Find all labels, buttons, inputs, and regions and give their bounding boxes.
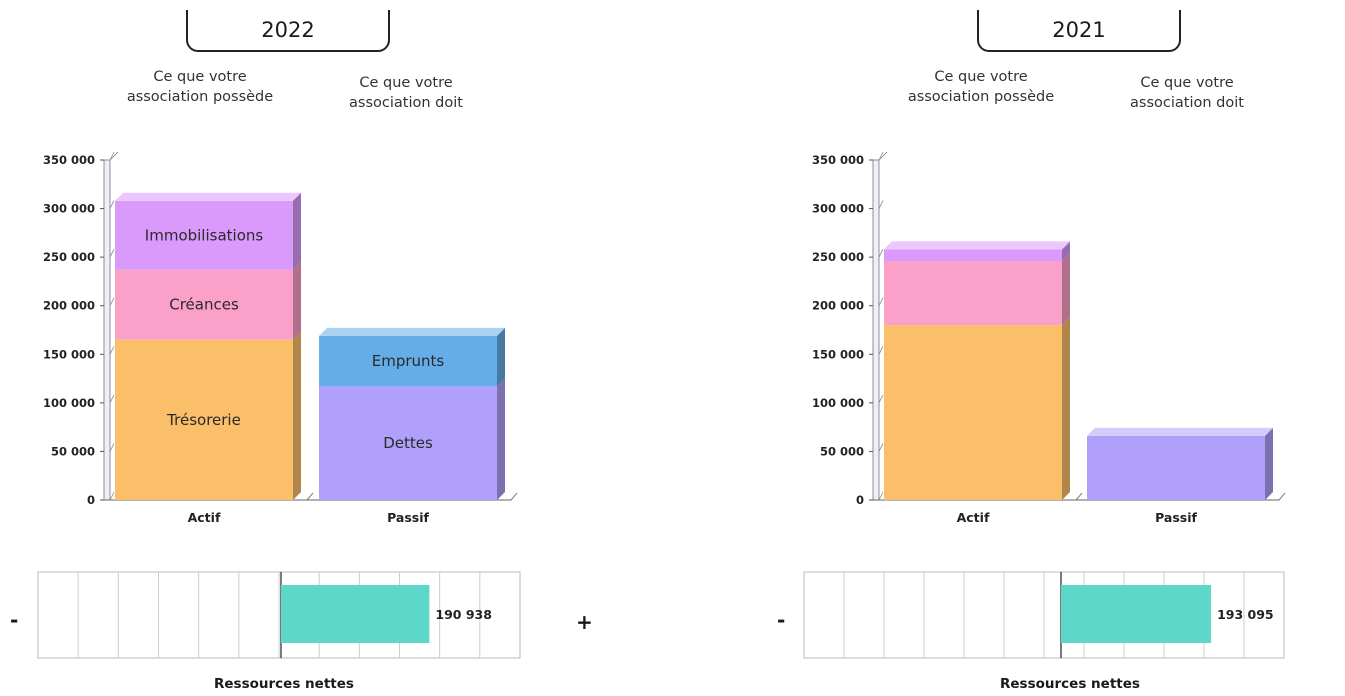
bar-segment-side: [497, 327, 505, 387]
caption-liabilities: Ce que votre association doit: [1107, 73, 1267, 113]
bar-segment-side: [293, 331, 301, 500]
caption-liabilities: Ce que votre association doit: [326, 73, 486, 113]
y-tick-label: 100 000: [812, 396, 864, 410]
bar-segment-side: [1062, 317, 1070, 500]
y-axis-wall-top: [109, 151, 119, 161]
floor-marker: [499, 492, 518, 501]
y-tick-slant: [878, 394, 884, 404]
bar-top-face: [115, 192, 301, 201]
caption-assets-line1: Ce que votre: [153, 69, 247, 85]
y-tick-slant: [109, 443, 115, 452]
bar-segment: [884, 261, 1062, 326]
bar-segment: [1087, 435, 1265, 500]
bar-segment-side: [1062, 253, 1070, 326]
balance-chart-2021: 0 50 000 100 000 150 000 200 000 250 000 300 0…: [803, 151, 1286, 659]
y-tick-label: 250 000: [43, 250, 95, 264]
bar-segment: [884, 325, 1062, 500]
segment-label: Dettes: [383, 434, 433, 452]
segment-label: Trésorerie: [166, 411, 241, 429]
x-category-label: Passif: [1155, 510, 1197, 525]
y-tick-slant: [109, 151, 115, 161]
x-category-label: Passif: [387, 510, 429, 525]
segment-label: Créances: [169, 296, 239, 314]
y-tick-slant: [109, 491, 115, 501]
caption-assets-line1: Ce que votre: [934, 69, 1028, 85]
y-tick-label: 100 000: [43, 396, 95, 410]
caption-liabilities-line1: Ce que votre: [359, 75, 453, 91]
y-tick-label: 300 000: [43, 202, 95, 216]
y-axis-wall: [103, 159, 111, 501]
y-tick-slant: [109, 200, 115, 209]
net-resources-title-2022: Ressources nettes: [214, 676, 354, 692]
bar-top-face: [1087, 427, 1273, 436]
net-resources-value: 193 095: [1217, 607, 1274, 622]
y-tick-label: 0: [856, 493, 864, 507]
y-tick-label: 150 000: [43, 347, 95, 361]
bar-segment-side: [1062, 241, 1070, 262]
caption-liabilities-line2: association doit: [349, 95, 463, 111]
year-tab-2022: 2022: [186, 10, 390, 52]
y-tick-label: 0: [87, 493, 95, 507]
bar-segment-side: [497, 378, 505, 500]
caption-liabilities-line1: Ce que votre: [1140, 75, 1234, 91]
panel-2022: 2022 Ce que votre association possède Ce…: [0, 0, 672, 696]
net-resources-bar: [281, 585, 430, 643]
y-axis-wall: [872, 159, 880, 501]
segment-label: Emprunts: [372, 352, 445, 370]
y-tick-slant: [878, 297, 884, 306]
bar-top-face: [319, 327, 505, 336]
bar-segment: [319, 335, 497, 387]
bar-segment: [115, 339, 293, 500]
net-resources-title-2021: Ressources nettes: [1000, 676, 1140, 692]
y-tick-label: 200 000: [43, 299, 95, 313]
minus-sign: -: [777, 608, 786, 632]
plus-sign: +: [576, 610, 593, 634]
year-tab-2021: 2021: [977, 10, 1181, 52]
caption-liabilities-line2: association doit: [1130, 95, 1244, 111]
y-tick-slant: [878, 491, 884, 501]
net-resources-value: 190 938: [435, 607, 492, 622]
y-tick-label: 200 000: [812, 299, 864, 313]
y-tick-slant: [109, 297, 115, 306]
minus-sign: -: [10, 608, 19, 632]
bar-segment-side: [293, 192, 301, 270]
bar-segment: [115, 200, 293, 270]
bar-segment: [115, 269, 293, 340]
caption-assets: Ce que votre association possède: [901, 67, 1061, 107]
bar-segment-side: [293, 261, 301, 340]
y-tick-slant: [878, 443, 884, 452]
caption-assets: Ce que votre association possède: [120, 67, 280, 107]
floor-marker: [1064, 492, 1083, 501]
balance-chart-2022: 0 50 000 100 000 150 000 200 000 250 000 300 0…: [37, 151, 521, 659]
y-tick-slant: [878, 346, 884, 355]
y-tick-slant: [878, 248, 884, 258]
y-tick-slant: [109, 346, 115, 355]
panel-2021: 2021 Ce que votre association possède Ce…: [769, 0, 1345, 696]
bar-top-face: [884, 241, 1070, 250]
segment-label: Immobilisations: [145, 226, 264, 244]
y-tick-label: 150 000: [812, 347, 864, 361]
caption-assets-line2: association possède: [126, 89, 274, 105]
caption-assets-line2: association possède: [907, 89, 1055, 105]
y-tick-label: 50 000: [51, 444, 95, 458]
y-tick-label: 50 000: [820, 444, 864, 458]
y-tick-label: 350 000: [43, 153, 95, 167]
bar-segment-side: [1265, 427, 1273, 500]
y-tick-slant: [878, 200, 884, 209]
bar-segment: [319, 386, 497, 500]
y-tick-slant: [109, 394, 115, 404]
y-tick-label: 250 000: [812, 250, 864, 264]
y-tick-slant: [109, 248, 115, 258]
y-tick-slant: [878, 151, 884, 161]
y-tick-label: 350 000: [812, 153, 864, 167]
bar-segment: [884, 249, 1062, 262]
floor-marker: [295, 492, 314, 501]
net-resources-bar: [1061, 585, 1212, 643]
x-category-label: Actif: [188, 510, 221, 525]
y-axis-wall-top: [878, 151, 888, 161]
x-category-label: Actif: [957, 510, 990, 525]
y-tick-label: 300 000: [812, 202, 864, 216]
floor-marker: [1267, 492, 1286, 501]
